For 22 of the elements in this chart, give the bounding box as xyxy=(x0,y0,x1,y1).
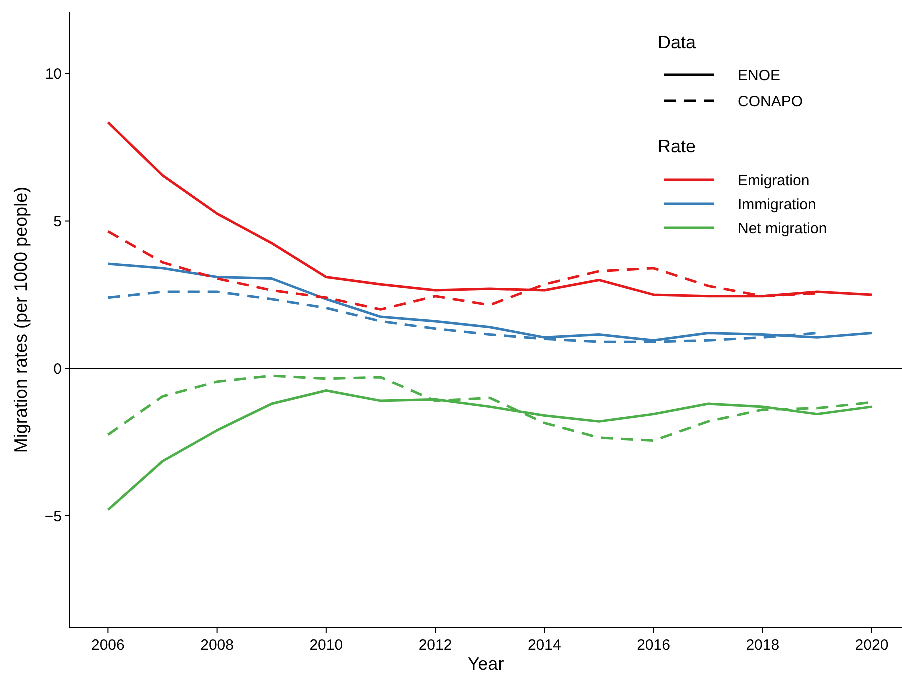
annotation: CONAPO xyxy=(738,93,804,110)
x-tick-label: 2010 xyxy=(310,637,344,654)
legend-label: Net migration xyxy=(738,220,828,238)
y-axis-title: Migration rates (per 1000 people) xyxy=(11,186,31,454)
y-tick-label: 0 xyxy=(54,360,62,378)
x-tick-label: 2012 xyxy=(418,637,452,654)
y-tick-label: −5 xyxy=(44,508,62,526)
legend-label: Emigration xyxy=(738,172,810,190)
y-tick-label: 10 xyxy=(45,66,62,84)
x-tick-label: 2008 xyxy=(200,637,234,654)
x-tick-label: 2020 xyxy=(855,637,889,654)
x-tick-label: 2014 xyxy=(528,637,562,654)
text: Rate xyxy=(658,136,696,156)
annotation: ENOE xyxy=(738,67,781,84)
y-tick-label: 5 xyxy=(54,214,62,231)
x-tick-label: 2006 xyxy=(92,637,125,654)
x-tick-label: 2016 xyxy=(637,637,670,654)
x-axis-title: Year xyxy=(468,654,504,674)
text: Data xyxy=(658,32,696,52)
line-series xyxy=(106,262,874,342)
legend-label: Immigration xyxy=(738,196,816,214)
x-tick-label: 2018 xyxy=(746,637,780,654)
